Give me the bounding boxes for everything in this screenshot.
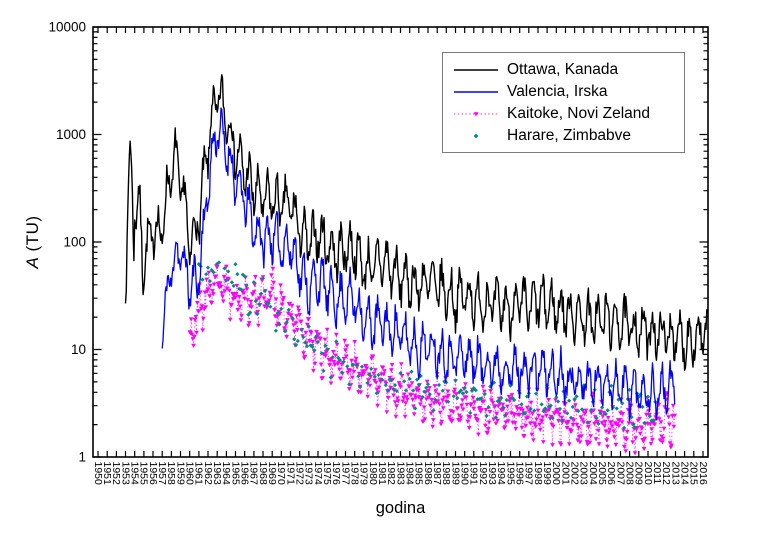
- svg-text:1955: 1955: [138, 462, 150, 486]
- svg-text:1980: 1980: [367, 462, 379, 486]
- x-axis-title: godina: [375, 499, 426, 517]
- svg-text:1993: 1993: [486, 462, 498, 486]
- svg-text:2015: 2015: [688, 462, 700, 486]
- svg-text:1970: 1970: [275, 462, 287, 486]
- svg-text:1973: 1973: [303, 462, 315, 486]
- svg-text:1956: 1956: [147, 462, 159, 486]
- svg-text:2012: 2012: [660, 462, 672, 486]
- legend-sample-solid-line: [454, 69, 498, 71]
- svg-text:1966: 1966: [238, 462, 250, 486]
- svg-text:1982: 1982: [385, 462, 397, 486]
- svg-text:1994: 1994: [495, 462, 507, 486]
- legend-label: Harare, Zimbabve: [507, 127, 632, 144]
- svg-text:1977: 1977: [339, 462, 351, 486]
- svg-text:2006: 2006: [605, 462, 617, 486]
- svg-text:1978: 1978: [348, 462, 360, 486]
- svg-text:1975: 1975: [321, 462, 333, 486]
- y-axis-title-units: (TU): [23, 215, 42, 257]
- series-layer: [124, 74, 708, 456]
- legend-item-ottawa: Ottawa, Kanada: [452, 59, 684, 81]
- svg-text:1967: 1967: [248, 462, 260, 486]
- svg-text:1963: 1963: [211, 462, 223, 486]
- series-valencia-line: [161, 107, 676, 422]
- svg-text:1957: 1957: [156, 462, 168, 486]
- axis-ticks: [93, 26, 708, 458]
- legend-item-harare: Harare, Zimbabve: [452, 125, 684, 147]
- svg-text:1961: 1961: [193, 462, 205, 486]
- legend-label: Kaitoke, Novi Zeland: [507, 105, 651, 122]
- svg-text:2016: 2016: [697, 462, 709, 486]
- svg-text:1969: 1969: [266, 462, 278, 486]
- svg-text:1979: 1979: [358, 462, 370, 486]
- y-tick-labels: 1 10 100 1000 10000: [48, 20, 86, 465]
- svg-text:1998: 1998: [532, 462, 544, 486]
- svg-text:1954: 1954: [129, 462, 141, 486]
- svg-text:1983: 1983: [394, 462, 406, 486]
- legend-sample-solid-line: [454, 91, 498, 93]
- svg-text:1976: 1976: [330, 462, 342, 486]
- svg-text:2014: 2014: [678, 462, 690, 486]
- svg-text:1952: 1952: [110, 462, 122, 486]
- legend-item-valencia: Valencia, Irska: [452, 81, 684, 103]
- svg-text:1995: 1995: [504, 462, 516, 486]
- svg-text:2005: 2005: [596, 462, 608, 486]
- svg-text:1984: 1984: [403, 462, 415, 486]
- svg-text:1953: 1953: [119, 462, 131, 486]
- svg-text:10000: 10000: [48, 20, 86, 35]
- svg-text:1950: 1950: [92, 462, 104, 486]
- svg-text:1962: 1962: [202, 462, 214, 486]
- legend-sample-dot: [473, 133, 479, 139]
- svg-text:1991: 1991: [468, 462, 480, 486]
- legend-label: Valencia, Irska: [507, 83, 608, 100]
- plot-frame: [92, 26, 709, 458]
- x-tick-labels: 1950195119521953195419551956195719581959…: [92, 462, 709, 486]
- svg-text:2007: 2007: [614, 462, 626, 486]
- legend: Ottawa, Kanada Valencia, Irska Kaitoke, …: [442, 52, 685, 153]
- svg-text:1: 1: [78, 450, 86, 465]
- svg-text:1968: 1968: [257, 462, 269, 486]
- svg-text:1992: 1992: [477, 462, 489, 486]
- svg-text:1000: 1000: [56, 127, 86, 142]
- legend-sample-dotted-triangle: [454, 112, 498, 117]
- y-axis-title-symbol: A: [23, 256, 42, 269]
- series-ottawa-line: [124, 74, 708, 371]
- svg-text:1999: 1999: [541, 462, 553, 486]
- svg-text:2002: 2002: [568, 462, 580, 486]
- svg-text:2011: 2011: [651, 462, 663, 485]
- svg-text:2013: 2013: [669, 462, 681, 486]
- svg-text:1981: 1981: [376, 462, 388, 486]
- svg-text:2010: 2010: [642, 462, 654, 486]
- svg-text:1986: 1986: [422, 462, 434, 486]
- svg-text:1985: 1985: [413, 462, 425, 486]
- svg-text:1958: 1958: [165, 462, 177, 486]
- svg-text:1960: 1960: [183, 462, 195, 486]
- legend-item-kaitoke: Kaitoke, Novi Zeland: [452, 103, 684, 125]
- svg-text:2004: 2004: [587, 462, 599, 486]
- svg-text:1974: 1974: [312, 462, 324, 486]
- svg-text:100: 100: [63, 235, 86, 250]
- svg-text:10: 10: [71, 342, 86, 357]
- svg-text:1990: 1990: [458, 462, 470, 486]
- svg-text:1965: 1965: [229, 462, 241, 486]
- svg-text:2009: 2009: [633, 462, 645, 486]
- svg-text:2008: 2008: [623, 462, 635, 486]
- y-axis-title: A (TU): [23, 182, 45, 302]
- svg-text:2001: 2001: [559, 462, 571, 486]
- svg-text:1951: 1951: [101, 462, 113, 486]
- svg-text:1959: 1959: [174, 462, 186, 486]
- svg-text:2003: 2003: [578, 462, 590, 486]
- svg-text:1987: 1987: [431, 462, 443, 486]
- svg-text:1988: 1988: [440, 462, 452, 486]
- svg-text:1971: 1971: [284, 462, 296, 486]
- svg-text:1989: 1989: [449, 462, 461, 486]
- svg-text:1997: 1997: [523, 462, 535, 486]
- svg-text:2000: 2000: [550, 462, 562, 486]
- svg-text:1972: 1972: [293, 462, 305, 486]
- svg-text:1964: 1964: [220, 462, 232, 486]
- legend-label: Ottawa, Kanada: [507, 61, 619, 78]
- svg-text:1996: 1996: [513, 462, 525, 486]
